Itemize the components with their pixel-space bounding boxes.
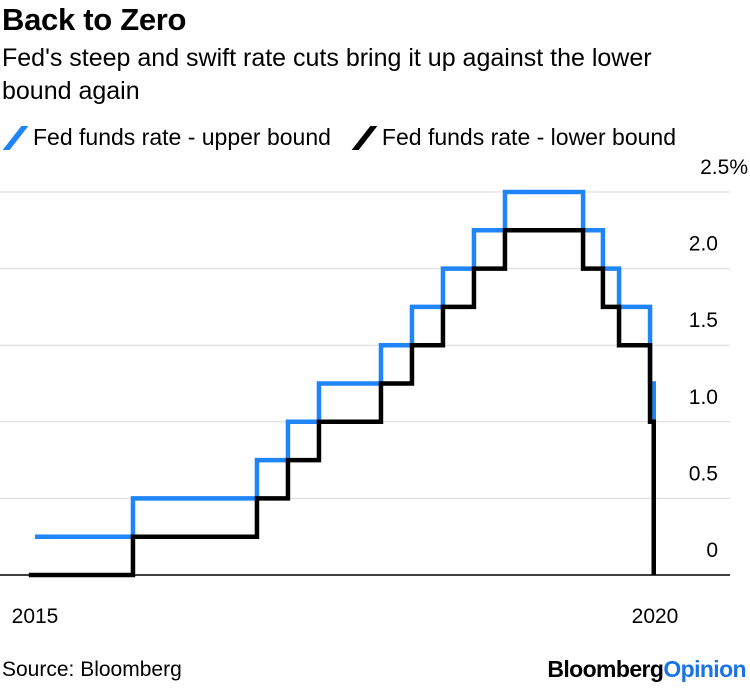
y-tick-label: 0.5 [689,462,718,485]
y-tick-label: 0 [706,539,718,562]
x-tick-label: 2020 [632,605,679,628]
legend-label-lower: Fed funds rate - lower bound [381,124,676,150]
y-tick-labels: 0 0.5 1.0 1.5 2.0 2.5% [689,156,748,562]
y-tick-label: 2.5% [700,156,748,179]
legend-item-lower: Fed funds rate - lower bound [351,124,676,151]
x-tick-labels: 2015 2020 [12,605,679,628]
series-lines [28,189,657,578]
series-line-lower-bound [28,228,657,578]
chart-legend: Fed funds rate - upper bound Fed funds r… [2,124,698,151]
chart-subtitle: Fed's steep and swift rate cuts bring it… [2,44,652,105]
y-tick-label: 2.0 [689,233,718,256]
source-note: Source: Bloomberg [2,658,182,681]
brand-logo: BloombergOpinion [547,656,746,683]
x-tick-label: 2015 [12,605,59,628]
chart-title: Back to Zero [2,2,187,37]
y-tick-label: 1.5 [689,309,718,332]
series-line-upper-bound [35,189,657,539]
legend-label-upper: Fed funds rate - upper bound [33,124,331,150]
brand-logo-part2: Opinion [663,656,746,682]
legend-item-upper: Fed funds rate - upper bound [2,124,331,151]
brand-logo-part1: Bloomberg [547,656,664,682]
y-tick-label: 1.0 [689,386,718,409]
